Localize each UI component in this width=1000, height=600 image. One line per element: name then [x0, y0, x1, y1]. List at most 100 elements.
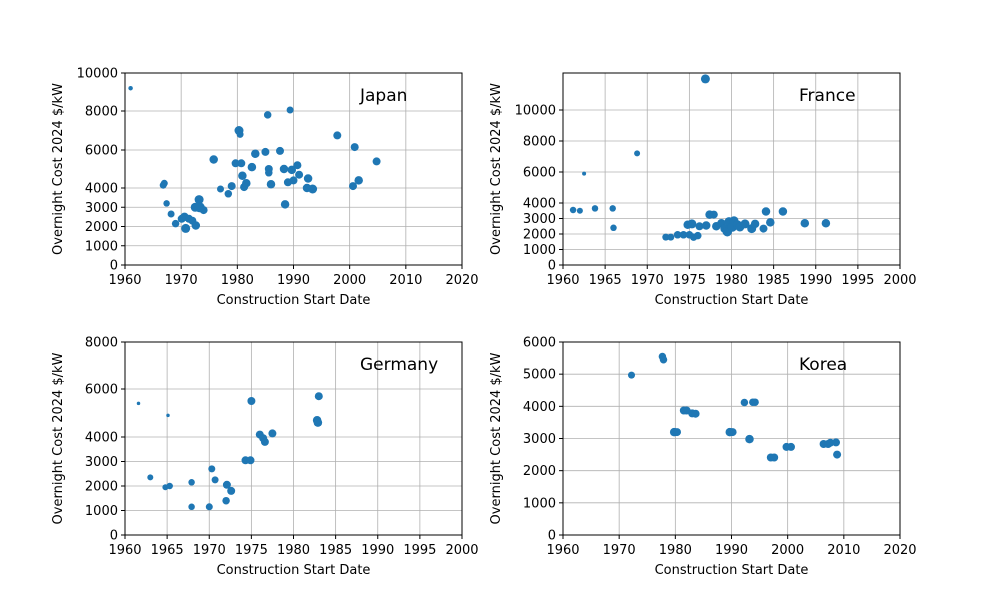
germany-data-point: [208, 465, 216, 473]
germany-data-point: [313, 418, 323, 427]
korea-grid: [562, 341, 901, 536]
japan-x-tick-label: 1960: [108, 273, 141, 288]
france-data-point: [634, 150, 641, 157]
korea-x-tick-label: 2000: [771, 543, 804, 558]
france-x-tick-label: 1960: [546, 273, 579, 288]
korea-y-axis-label: Overnight Cost 2024 $/kW: [489, 352, 504, 524]
germany-y-tick-label: 4000: [85, 431, 118, 446]
japan-data-point: [217, 185, 224, 193]
germany-y-axis-label: Overnight Cost 2024 $/kW: [51, 352, 66, 524]
korea-data-point: [787, 442, 795, 451]
japan-data-point: [227, 182, 236, 191]
france-data-point: [766, 218, 775, 227]
germany-data-point: [188, 503, 195, 511]
germany-data-point: [222, 480, 231, 489]
japan-data-point: [160, 179, 168, 187]
france-data-point: [667, 233, 675, 241]
korea-x-tick-label: 1990: [715, 543, 748, 558]
france-data-point: [662, 233, 670, 241]
france-data-point: [582, 171, 587, 176]
germany-y-tick-label: 3000: [85, 455, 118, 470]
france-grid: [562, 73, 901, 266]
france-data-point: [694, 231, 702, 240]
germany-x-tick-label: 1965: [151, 543, 184, 558]
japan-data-point: [287, 165, 297, 175]
france-data-point: [778, 207, 788, 216]
japan-data-point: [308, 184, 318, 194]
japan-data-point: [263, 111, 272, 119]
japan-y-tick-label: 10000: [77, 67, 118, 82]
france-data-point: [701, 221, 711, 230]
germany-data-point: [188, 479, 195, 486]
korea-data-point: [832, 438, 840, 447]
japan-data-point: [354, 176, 363, 185]
france-y-tick-label: 6000: [523, 166, 556, 181]
france-x-tick-label: 2000: [883, 273, 916, 288]
france-y-tick-label: 8000: [523, 135, 556, 150]
germany-data-point: [136, 401, 141, 406]
korea-panel: 1960 1970 1980 1990 2000 2010 2020 0 1000 2000 300…: [489, 336, 917, 579]
japan-x-axis-label: Construction Start Date: [217, 293, 371, 308]
france-x-tick-label: 1990: [799, 273, 832, 288]
korea-x-tick-label: 1960: [546, 543, 579, 558]
japan-data-point: [266, 179, 276, 189]
japan-data-point: [349, 182, 357, 191]
germany-title: Germany: [360, 355, 438, 375]
france-data-point: [821, 218, 831, 228]
japan-data-point: [293, 161, 302, 170]
germany-data-point: [260, 437, 269, 446]
germany-x-tick-label: 1990: [361, 543, 394, 558]
japan-x-tick-label: 1970: [165, 273, 198, 288]
japan-data-point: [224, 190, 233, 198]
korea-y-tick-label: 1000: [523, 496, 556, 511]
germany-panel: 1960 1965 1970 1975 1980 1985 1990 1995 2000 0 100…: [51, 336, 479, 579]
korea-data-point: [673, 428, 681, 437]
japan-y-tick-label: 3000: [85, 201, 118, 216]
france-x-tick-label: 1965: [589, 273, 622, 288]
france-y-tick-label: 10000: [515, 104, 556, 119]
japan-data-point: [295, 170, 304, 179]
korea-data-point: [745, 434, 754, 444]
japan-x-tick-label: 1990: [277, 273, 310, 288]
france-data-point: [709, 210, 718, 219]
germany-y-tick-label: 2000: [85, 480, 118, 495]
germany-scatter-points: [136, 392, 323, 511]
korea-data-point: [740, 398, 749, 407]
japan-y-tick-label: 8000: [85, 105, 118, 120]
korea-data-point: [770, 453, 779, 462]
germany-x-tick-label: 1970: [193, 543, 226, 558]
korea-x-tick-label: 2010: [827, 543, 860, 558]
germany-x-axis-label: Construction Start Date: [217, 563, 371, 578]
korea-data-point: [751, 398, 759, 406]
germany-data-point: [268, 429, 277, 438]
japan-data-point: [171, 219, 180, 228]
france-data-point: [800, 218, 810, 228]
france-data-point: [687, 219, 697, 229]
france-data-point: [679, 231, 688, 239]
japan-x-tick-label: 2010: [389, 273, 422, 288]
germany-x-tick-label: 1980: [277, 543, 310, 558]
japan-data-point: [209, 155, 218, 164]
germany-x-tick-label: 1960: [108, 543, 141, 558]
japan-data-point: [289, 176, 298, 185]
japan-data-point: [128, 85, 133, 91]
france-data-point: [569, 206, 577, 214]
france-data-point: [576, 207, 583, 214]
japan-data-point: [238, 171, 247, 180]
japan-x-tick-label: 2020: [445, 273, 478, 288]
japan-y-tick-label: 1000: [85, 239, 118, 254]
germany-data-point: [222, 496, 230, 505]
korea-y-tick-label: 2000: [523, 464, 556, 479]
germany-data-point: [227, 486, 236, 495]
france-x-tick-label: 1975: [673, 273, 706, 288]
japan-x-tick-label: 1980: [221, 273, 254, 288]
japan-data-point: [167, 210, 175, 218]
japan-data-point: [242, 179, 251, 188]
korea-x-tick-label: 1980: [659, 543, 692, 558]
germany-data-point: [205, 503, 213, 511]
germany-data-point: [211, 476, 219, 484]
japan-title: Japan: [359, 86, 407, 106]
france-data-point: [740, 219, 750, 229]
germany-data-point: [246, 456, 255, 465]
